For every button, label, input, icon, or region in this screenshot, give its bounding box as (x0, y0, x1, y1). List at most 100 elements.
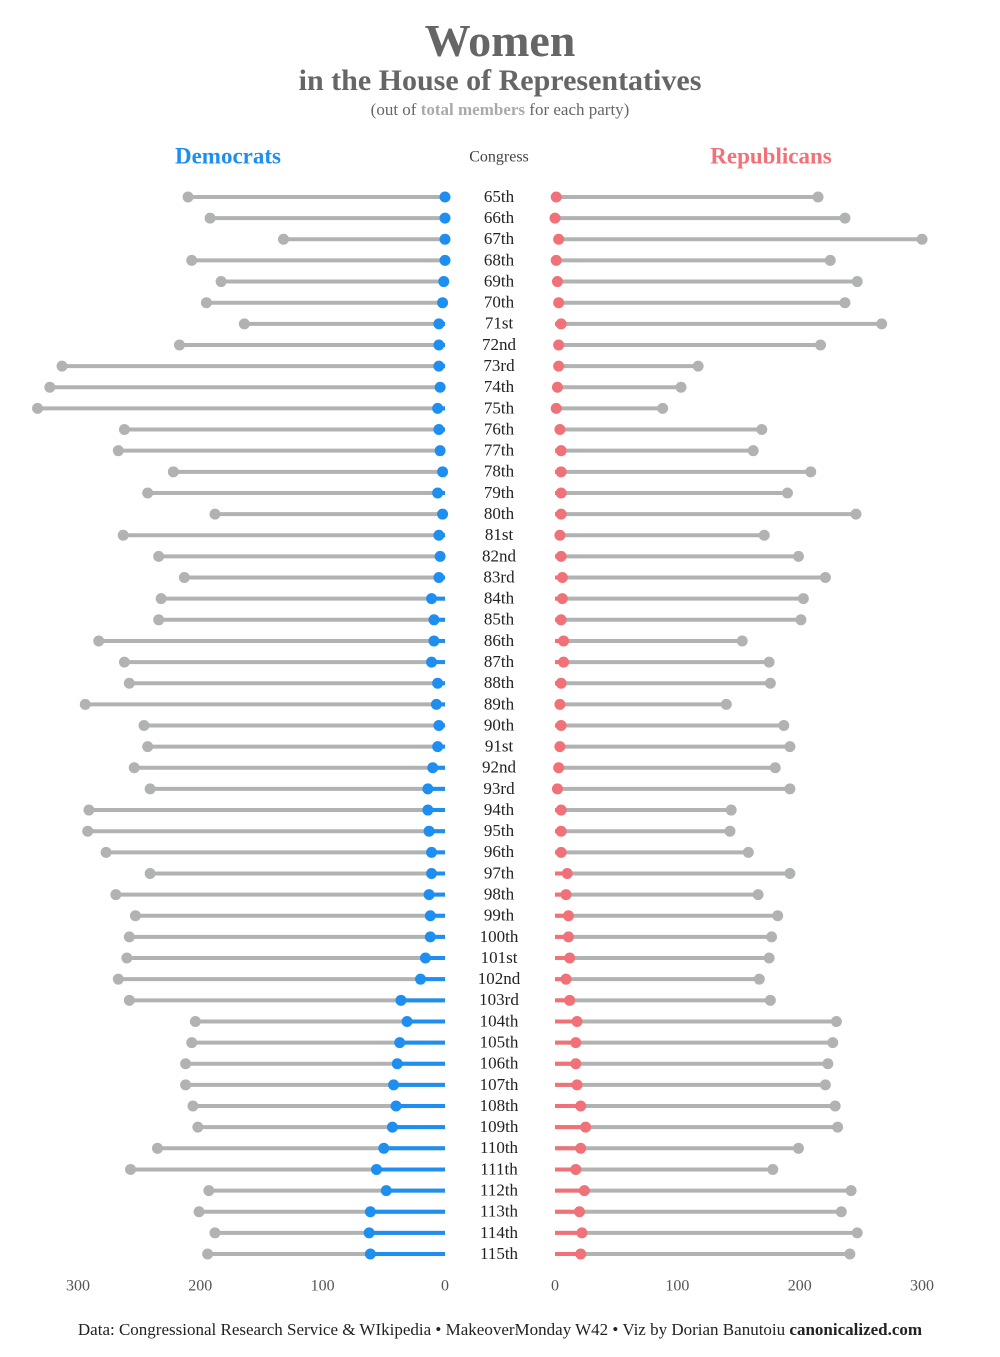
category-label: 66th (484, 208, 515, 227)
total-dot (209, 1227, 221, 1239)
total-dot (123, 994, 135, 1006)
total-dot (742, 846, 754, 858)
total-dot (756, 424, 768, 436)
total-dot (138, 720, 150, 731)
women-dot (439, 233, 451, 245)
total-dot (805, 466, 817, 478)
women-dot (555, 445, 567, 457)
total-dot (657, 402, 669, 414)
women-dot (549, 212, 561, 224)
total-dot (830, 1015, 842, 1027)
total-dot (832, 1121, 844, 1133)
total-dot (767, 1163, 779, 1175)
women-dot (560, 973, 572, 985)
women-dot (424, 910, 436, 922)
women-dot (391, 1058, 403, 1070)
women-dot (571, 1079, 583, 1091)
total-dot (118, 424, 130, 436)
category-label: 112th (480, 1180, 519, 1199)
total-dot (839, 212, 851, 224)
total-dot (121, 952, 133, 964)
total-dot (736, 635, 748, 647)
category-label: 65th (484, 187, 515, 206)
women-dot (433, 318, 445, 330)
women-dot (428, 635, 440, 647)
footer-text: Data: Congressional Research Service & W… (77, 1320, 786, 1339)
total-dot (238, 318, 250, 330)
total-dot (142, 741, 154, 753)
category-label: 106th (480, 1054, 519, 1073)
women-dot (576, 1227, 588, 1239)
total-dot (769, 762, 781, 774)
total-dot (850, 508, 862, 520)
women-dot (428, 614, 440, 626)
total-dot (835, 1206, 847, 1218)
total-dot (192, 1121, 204, 1133)
total-dot (83, 804, 95, 816)
series-header: Republicans (710, 143, 831, 168)
category-label: 93rd (483, 779, 515, 798)
category-label: 76th (484, 419, 515, 438)
women-dot (433, 572, 445, 584)
total-dot (128, 762, 140, 774)
total-dot (142, 487, 154, 499)
women-dot (438, 276, 450, 288)
women-dot (553, 233, 565, 245)
women-dot (562, 910, 574, 922)
chart-title: Women (424, 15, 576, 66)
women-dot (419, 952, 431, 964)
women-dot (573, 1206, 585, 1218)
women-dot (386, 1121, 398, 1133)
women-dot (370, 1163, 382, 1175)
total-dot (795, 614, 807, 626)
category-label: 100th (480, 927, 519, 946)
total-dot (180, 1058, 192, 1070)
women-dot (437, 508, 449, 520)
category-label: 81st (485, 525, 514, 544)
total-dot (110, 889, 122, 901)
women-dot (434, 550, 446, 562)
category-label: 94th (484, 800, 515, 819)
category-label: 102nd (478, 969, 521, 988)
category-label: 96th (484, 842, 515, 861)
total-dot (725, 804, 737, 816)
total-dot (129, 910, 141, 922)
total-dot (144, 867, 156, 879)
total-dot (766, 931, 778, 943)
total-dot (215, 276, 227, 288)
category-label: 97th (484, 863, 515, 882)
women-dot (380, 1185, 392, 1197)
total-dot (772, 910, 784, 922)
total-dot (784, 741, 796, 753)
women-dot (555, 677, 567, 689)
total-dot (753, 973, 765, 985)
women-dot (556, 593, 568, 605)
women-dot (433, 424, 445, 436)
women-dot (394, 1037, 406, 1049)
total-dot (118, 656, 130, 668)
women-dot (555, 550, 567, 562)
total-dot (781, 487, 793, 499)
total-dot (792, 550, 804, 562)
women-dot (550, 254, 562, 266)
women-dot (558, 656, 570, 668)
total-dot (186, 1037, 198, 1049)
total-dot (204, 212, 216, 224)
women-dot (564, 994, 576, 1006)
women-dot (551, 381, 563, 393)
women-dot (555, 804, 567, 816)
women-dot (432, 402, 444, 414)
women-dot (439, 212, 451, 224)
category-label: 104th (480, 1011, 519, 1030)
total-dot (764, 677, 776, 689)
women-dot (551, 276, 563, 288)
women-dot (564, 952, 576, 964)
total-dot (876, 318, 888, 330)
total-dot (117, 529, 129, 541)
chart-subtitle: in the House of Representatives (298, 64, 702, 97)
total-dot (180, 1079, 192, 1091)
women-dot (439, 191, 451, 203)
footer-site: canonicalized.com (789, 1320, 923, 1339)
